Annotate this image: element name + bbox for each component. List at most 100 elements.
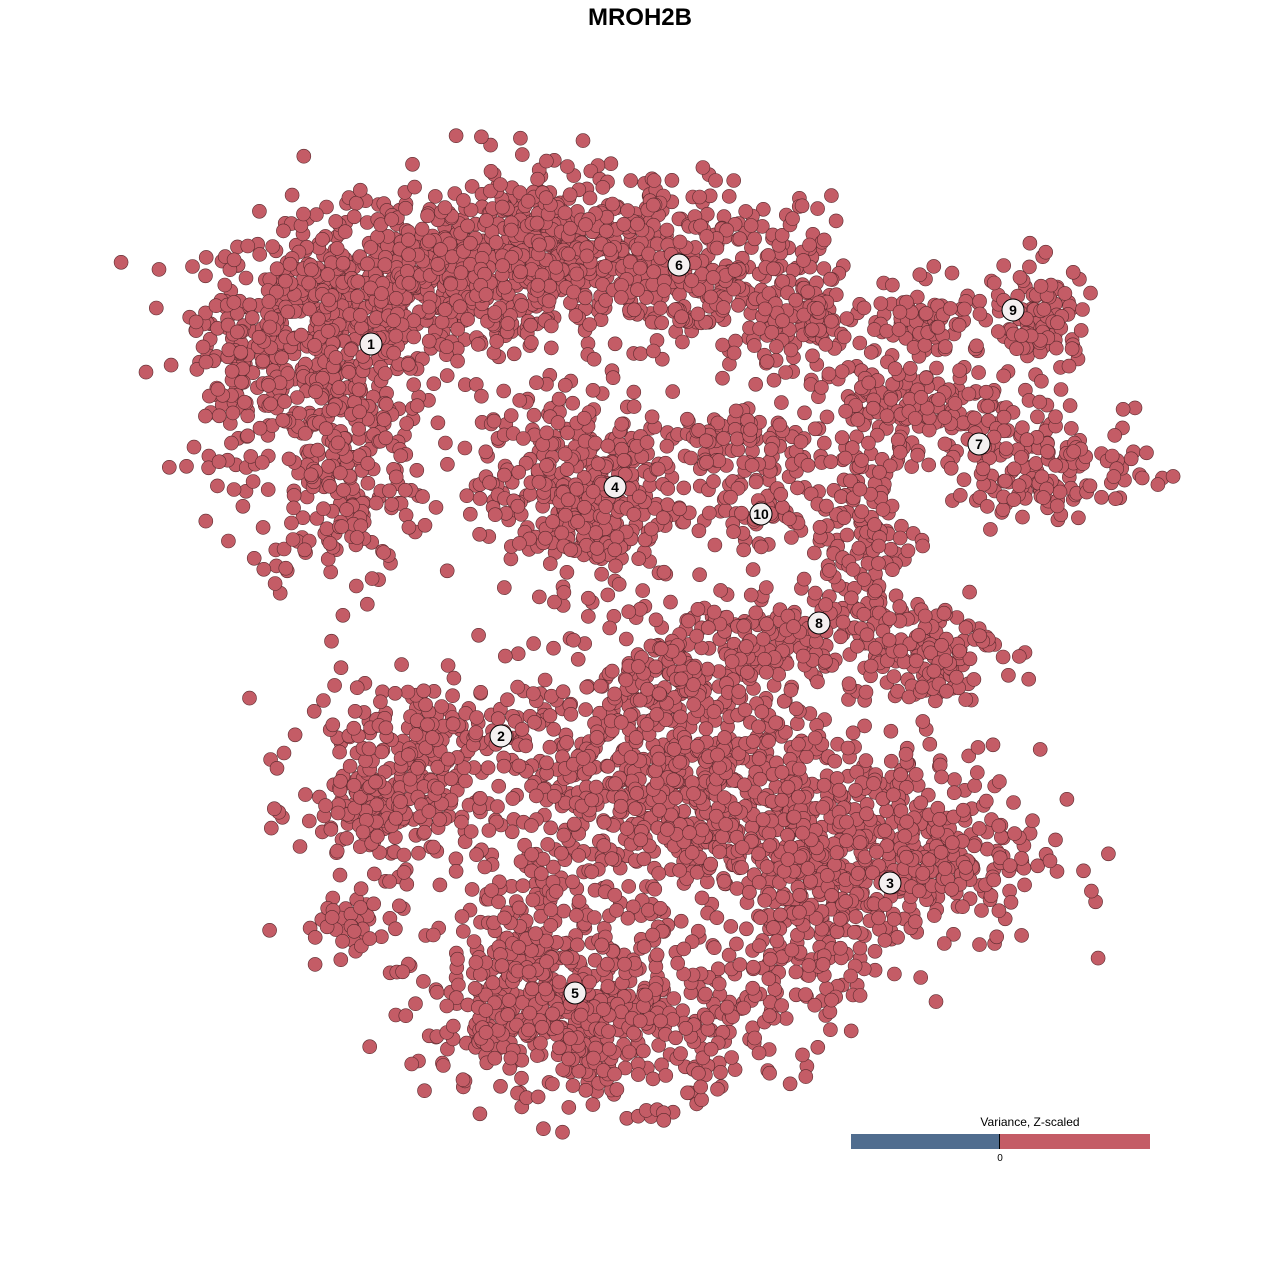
data-point <box>887 966 902 982</box>
data-point <box>113 254 129 270</box>
data-point <box>980 398 996 414</box>
data-point <box>421 804 437 819</box>
data-point <box>810 1040 826 1055</box>
data-point <box>944 881 960 897</box>
data-point <box>970 740 986 755</box>
data-point <box>346 923 362 939</box>
data-point <box>792 887 808 903</box>
data-point <box>483 164 499 179</box>
data-point <box>647 881 663 897</box>
data-point <box>374 744 390 760</box>
data-point <box>240 238 256 254</box>
data-point <box>337 224 353 239</box>
data-point <box>497 279 513 295</box>
data-point <box>699 1010 715 1026</box>
data-point <box>458 773 473 789</box>
data-point <box>472 491 488 506</box>
data-point <box>632 260 648 276</box>
data-point <box>500 316 516 331</box>
data-point <box>769 933 785 949</box>
data-point <box>659 822 675 837</box>
data-point <box>471 627 486 643</box>
data-point <box>349 680 365 696</box>
points-layer <box>113 128 1181 1140</box>
data-point <box>276 745 292 761</box>
data-point <box>852 988 868 1003</box>
data-point <box>243 449 259 464</box>
data-point <box>376 545 391 560</box>
data-point <box>420 717 435 733</box>
data-point <box>780 779 796 795</box>
data-point <box>827 753 843 769</box>
data-point <box>346 209 362 225</box>
data-point <box>316 501 331 517</box>
data-point <box>456 193 471 208</box>
data-point <box>598 499 614 514</box>
data-point <box>566 816 582 832</box>
data-point <box>440 751 456 767</box>
data-point <box>368 495 384 511</box>
data-point <box>235 498 251 514</box>
data-point <box>952 363 967 378</box>
data-point <box>759 859 775 875</box>
data-point <box>557 446 573 462</box>
data-point <box>432 877 448 893</box>
data-point <box>745 959 761 975</box>
data-point <box>666 741 682 757</box>
data-point <box>210 478 225 494</box>
data-point <box>307 957 323 972</box>
data-point <box>457 440 473 456</box>
data-point <box>710 1081 725 1097</box>
data-point <box>349 530 365 545</box>
data-point <box>521 964 537 980</box>
data-point <box>732 957 748 972</box>
data-point <box>240 408 255 424</box>
data-point <box>1090 950 1106 966</box>
data-point <box>490 711 506 727</box>
data-point <box>310 442 326 458</box>
data-point <box>991 818 1007 834</box>
data-point <box>493 1079 508 1094</box>
data-point <box>322 478 338 494</box>
data-point <box>474 388 489 404</box>
data-point <box>366 896 382 912</box>
data-point <box>211 454 227 470</box>
data-point <box>426 376 442 392</box>
data-point <box>576 410 592 426</box>
data-point <box>246 550 262 566</box>
data-point <box>566 632 581 648</box>
data-point <box>762 1008 777 1024</box>
data-point <box>472 1106 488 1122</box>
data-point <box>284 515 299 531</box>
data-point <box>955 899 970 915</box>
data-point <box>368 774 383 790</box>
data-point <box>799 749 814 764</box>
data-point <box>1017 877 1032 893</box>
data-point <box>478 287 494 302</box>
data-point <box>816 232 832 248</box>
data-point <box>692 567 707 583</box>
data-point <box>645 927 660 943</box>
data-point <box>575 133 591 148</box>
data-point <box>530 277 546 293</box>
data-point <box>716 873 732 889</box>
data-point <box>706 704 722 719</box>
data-point <box>833 940 848 956</box>
data-point <box>651 751 667 767</box>
data-point <box>565 1078 581 1093</box>
data-point <box>601 1024 616 1039</box>
data-point <box>729 881 745 896</box>
data-point <box>595 180 611 195</box>
data-point <box>972 937 987 952</box>
data-point <box>462 506 478 522</box>
data-point <box>699 229 715 244</box>
data-point <box>411 845 426 861</box>
data-point <box>311 311 326 327</box>
data-point <box>605 370 621 386</box>
data-point <box>668 790 684 806</box>
data-point <box>439 368 455 383</box>
data-point <box>353 881 369 897</box>
data-point <box>745 980 761 996</box>
data-point <box>430 256 446 272</box>
data-point <box>556 827 572 843</box>
